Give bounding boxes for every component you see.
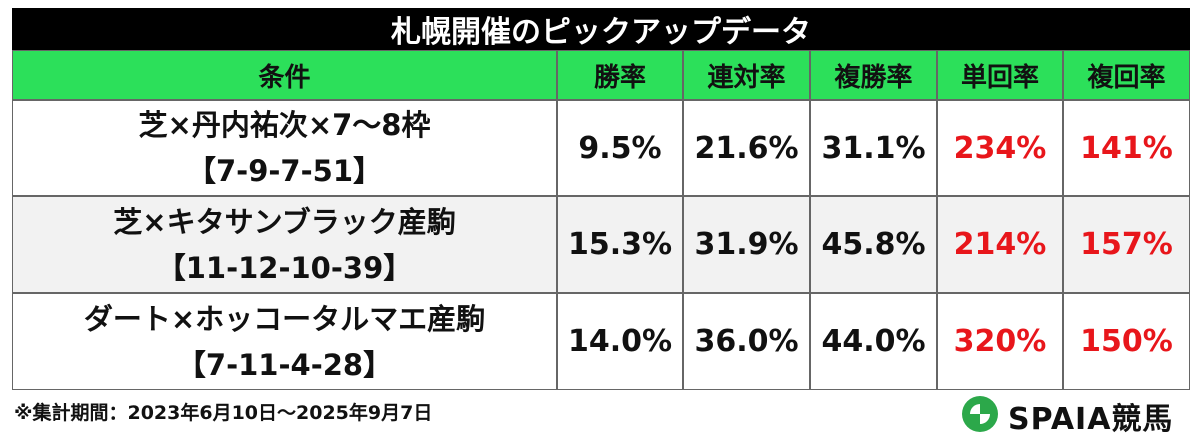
value-cell: 141% (1063, 100, 1190, 196)
value-cell: 214% (937, 196, 1063, 293)
value-cell: 14.0% (557, 293, 683, 390)
column-header: 単回率 (937, 50, 1063, 100)
condition-cell: 芝×キタサンブラック産駒 【11-12-10-39】 (12, 196, 557, 293)
column-header: 複回率 (1063, 50, 1190, 100)
value-cell: 45.8% (810, 196, 937, 293)
column-header: 連対率 (683, 50, 810, 100)
value-cell: 21.6% (683, 100, 810, 196)
record: 【7-9-7-51】 (187, 154, 382, 188)
column-header: 条件 (12, 50, 557, 100)
value-cell: 44.0% (810, 293, 937, 390)
column-header: 勝率 (557, 50, 683, 100)
value-cell: 31.9% (683, 196, 810, 293)
value-cell: 9.5% (557, 100, 683, 196)
condition: ダート×ホッコータルマエ産駒 (83, 301, 486, 336)
value-cell: 36.0% (683, 293, 810, 390)
record: 【11-12-10-39】 (156, 250, 413, 285)
value-cell: 320% (937, 293, 1063, 390)
condition: 芝×キタサンブラック産駒 (113, 204, 456, 239)
value-cell: 31.1% (810, 100, 937, 196)
table-title: 札幌開催のピックアップデータ (12, 8, 1190, 50)
record: 【7-11-4-28】 (176, 347, 393, 382)
footnote: ※集計期間：2023年6月10日〜2025年9月7日 (14, 402, 433, 424)
value-cell: 234% (937, 100, 1063, 196)
logo-icon (962, 396, 998, 432)
value-cell: 157% (1063, 196, 1190, 293)
column-header: 複勝率 (810, 50, 937, 100)
condition: 芝×丹内祐次×7〜8枠 (138, 108, 431, 142)
condition-cell: ダート×ホッコータルマエ産駒 【7-11-4-28】 (12, 293, 557, 390)
condition-cell: 芝×丹内祐次×7〜8枠 【7-9-7-51】 (12, 100, 557, 196)
value-cell: 15.3% (557, 196, 683, 293)
logo-text: SPAIA競馬 (1008, 402, 1174, 437)
value-cell: 150% (1063, 293, 1190, 390)
